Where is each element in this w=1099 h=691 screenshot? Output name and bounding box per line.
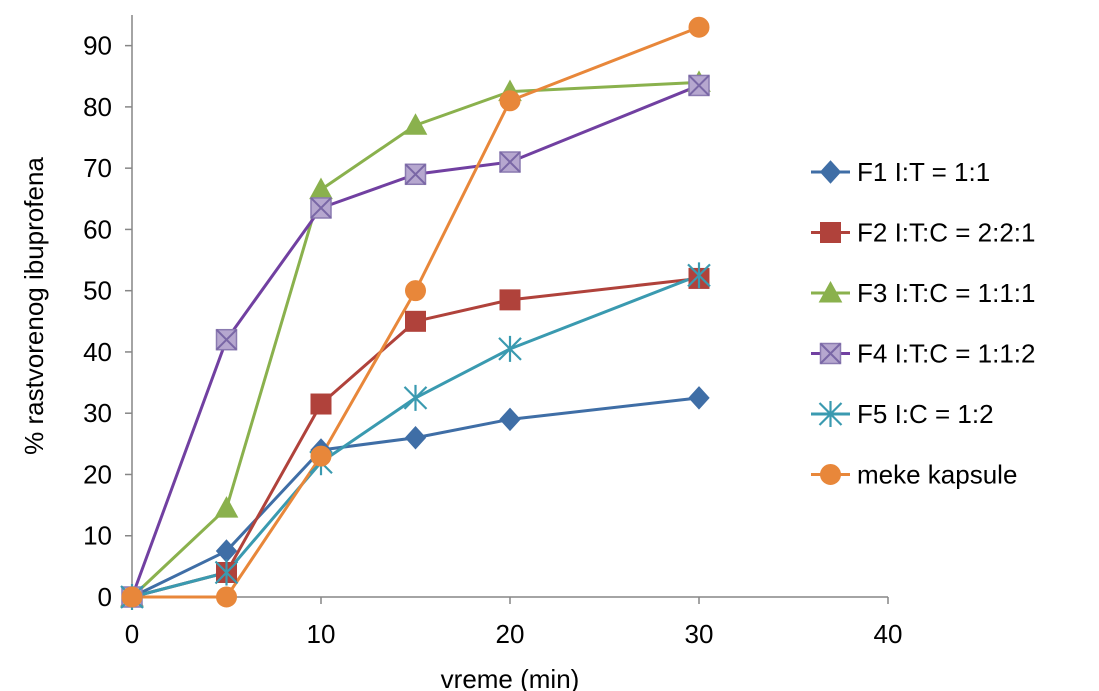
legend-marker (820, 222, 841, 243)
series-markers (120, 16, 711, 610)
data-point-s2-2 (310, 393, 332, 415)
y-tick-label: 60 (83, 214, 112, 244)
data-point-s5-3 (403, 384, 428, 411)
legend-label: F2 I:T:C = 2:2:1 (857, 218, 1035, 248)
y-tick-label: 0 (98, 582, 112, 612)
y-tick-label: 70 (83, 153, 112, 183)
data-point-s6-3 (405, 280, 426, 302)
data-point-s6-5 (688, 16, 710, 38)
tick-labels: 0 10 20 30 40 50 60 70 80 90 0 10 20 30 40 (83, 31, 902, 649)
y-axis-title: % rastvorenog ibuprofena (19, 157, 49, 455)
data-point-s6-4 (499, 90, 521, 112)
y-tick-label: 30 (83, 398, 112, 428)
data-point-s4-3 (404, 163, 427, 186)
data-point-s6-1 (216, 586, 237, 608)
legend-item: F4 I:T:C = 1:1:2 (811, 339, 1035, 369)
legend-marker (818, 280, 843, 303)
x-tick-label: 10 (307, 619, 336, 649)
legend-label: meke kapsule (857, 460, 1017, 490)
legend-marker (819, 342, 842, 365)
data-point-s1-4 (499, 407, 521, 432)
data-point-s5-1 (214, 559, 239, 586)
data-point-s4-5 (688, 74, 710, 97)
legend-marker (820, 464, 841, 485)
legend-label: F5 I:C = 1:2 (857, 399, 994, 429)
data-point-s2-4 (499, 289, 521, 311)
data-point-s6-0 (121, 586, 143, 608)
legend-item: F2 I:T:C = 2:2:1 (811, 218, 1035, 248)
data-point-s3-2 (309, 177, 333, 200)
y-tick-label: 80 (83, 92, 112, 122)
data-point-s2-3 (405, 310, 426, 332)
series-line-5 (131, 273, 700, 599)
legend-item: F1 I:T = 1:1 (811, 157, 990, 187)
legend-label: F1 I:T = 1:1 (857, 157, 990, 187)
x-tick-label: 20 (496, 619, 525, 649)
data-point-s4-2 (310, 197, 332, 219)
legend-label: F3 I:T:C = 1:1:1 (857, 278, 1035, 308)
y-tick-label: 50 (83, 276, 112, 306)
x-tick-label: 30 (685, 619, 714, 649)
series-line-1 (131, 396, 700, 599)
legend-item: F3 I:T:C = 1:1:1 (811, 278, 1035, 308)
data-point-s3-1 (214, 496, 239, 518)
legend-marker (819, 160, 842, 184)
legend-label: F4 I:T:C = 1:1:2 (857, 339, 1035, 369)
legend-item: meke kapsule (811, 460, 1017, 490)
y-tick-label: 90 (83, 31, 112, 61)
data-point-s4-4 (499, 151, 521, 173)
legend-marker (818, 401, 843, 427)
data-point-s1-5 (688, 386, 710, 410)
legend-item: F5 I:C = 1:2 (811, 399, 994, 429)
data-point-s3-3 (403, 113, 428, 135)
series-lines (130, 25, 700, 599)
legend: F1 I:T = 1:1 F2 I:T:C = 2:2:1 F3 I:T:C = 1… (811, 157, 1035, 490)
x-axis-title: vreme (min) (441, 664, 580, 691)
y-tick-label: 20 (83, 459, 112, 489)
data-point-s5-4 (498, 335, 522, 362)
series-line-6 (132, 25, 700, 599)
x-tick-label: 40 (874, 619, 903, 649)
data-point-s6-2 (310, 445, 332, 467)
data-point-s5-5 (687, 262, 711, 289)
series-line-4 (130, 84, 700, 598)
y-tick-label: 10 (83, 521, 112, 551)
x-tick-label: 0 (125, 619, 139, 649)
data-point-s1-3 (404, 425, 427, 450)
data-point-s4-1 (215, 328, 238, 351)
y-tick-label: 40 (83, 337, 112, 367)
